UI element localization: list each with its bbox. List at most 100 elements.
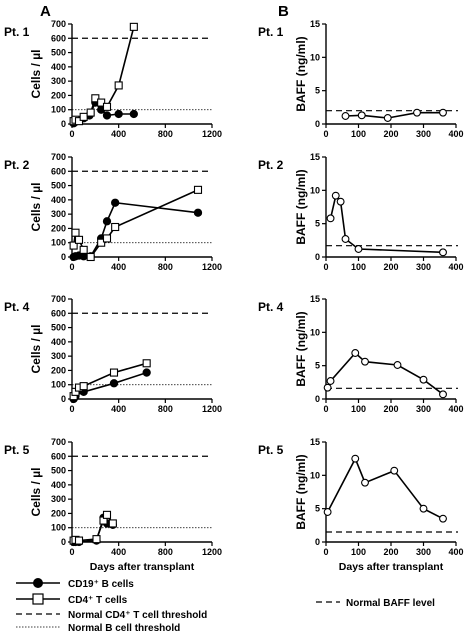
x-tick-label: 200	[383, 262, 398, 272]
x-tick-label: 400	[111, 129, 126, 139]
y-tick-label: 0	[61, 119, 66, 129]
y-tick-label: 300	[51, 351, 66, 361]
data-point-t-cells	[91, 94, 100, 103]
x-tick-label: 400	[111, 547, 126, 557]
x-axis-label: Days after transplant	[90, 561, 195, 573]
y-tick-label: 5	[315, 219, 320, 229]
y-tick-label: 500	[51, 466, 66, 476]
y-tick-label: 0	[315, 252, 320, 262]
y-tick-label: 5	[315, 86, 320, 96]
x-tick-label: 0	[323, 404, 328, 414]
x-tick-label: 0	[323, 129, 328, 139]
x-tick-label: 400	[111, 404, 126, 414]
y-tick-label: 100	[51, 105, 66, 115]
data-point-baff	[439, 248, 447, 257]
patient-label: Pt. 1	[4, 25, 30, 39]
y-tick-label: 15	[310, 19, 320, 29]
y-axis-label: BAFF (ng/ml)	[294, 454, 308, 529]
data-point-baff	[419, 504, 428, 513]
x-tick-label: 400	[448, 262, 463, 272]
series-line-t-cells	[72, 189, 199, 259]
panel-letter-b: B	[278, 3, 289, 20]
x-tick-label: 300	[416, 129, 431, 139]
x-tick-label: 100	[351, 262, 366, 272]
data-point-t-cells	[109, 368, 119, 377]
data-point-t-cells	[79, 245, 88, 254]
data-point-baff	[326, 214, 335, 223]
data-point-baff	[439, 390, 447, 399]
data-point-baff	[361, 478, 369, 487]
data-point-t-cells	[193, 185, 203, 194]
x-tick-label: 1200	[202, 404, 222, 414]
data-point-t-cells	[114, 81, 123, 90]
data-point-baff	[439, 514, 447, 523]
y-tick-label: 10	[310, 327, 320, 337]
data-point-t-cells	[97, 238, 106, 247]
data-point-baff	[341, 235, 350, 243]
y-tick-label: 0	[61, 394, 66, 404]
data-point-t-cells	[74, 235, 84, 244]
y-tick-label: 200	[51, 508, 66, 518]
series-line-baff	[329, 193, 444, 254]
data-point-b-cells	[114, 109, 123, 119]
y-tick-label: 10	[310, 470, 320, 480]
y-tick-label: 0	[315, 537, 320, 547]
data-point-b-cells	[111, 198, 120, 207]
data-point-baff	[323, 383, 332, 392]
data-point-b-cells	[102, 111, 112, 120]
data-point-baff	[331, 191, 340, 200]
data-point-t-cells	[74, 117, 84, 126]
y-tick-label: 600	[51, 308, 66, 318]
x-tick-label: 0	[69, 129, 74, 139]
x-tick-label: 0	[69, 404, 74, 414]
y-tick-label: 200	[51, 223, 66, 233]
y-axis-label: BAFF (ng/ml)	[294, 311, 308, 386]
y-tick-label: 700	[51, 19, 66, 29]
data-point-t-cells	[74, 536, 84, 545]
x-tick-label: 0	[323, 262, 328, 272]
x-tick-label: 0	[323, 547, 328, 557]
x-tick-label: 0	[69, 262, 74, 272]
y-tick-label: 400	[51, 337, 66, 347]
x-tick-label: 300	[416, 547, 431, 557]
data-point-baff	[439, 108, 447, 117]
legend-t-cells-marker	[32, 593, 44, 605]
y-tick-label: 10	[310, 185, 320, 195]
y-tick-label: 100	[51, 380, 66, 390]
y-tick-label: 0	[61, 537, 66, 547]
y-axis-label: Cells / µl	[29, 50, 43, 99]
x-tick-label: 400	[448, 547, 463, 557]
y-tick-label: 400	[51, 195, 66, 205]
patient-label: Pt. 1	[258, 25, 284, 39]
data-point-t-cells	[86, 108, 95, 117]
y-tick-label: 200	[51, 90, 66, 100]
data-point-t-cells	[79, 382, 88, 391]
data-point-baff	[393, 361, 402, 369]
patient-label: Pt. 2	[4, 158, 30, 172]
series-line-b-cells	[73, 201, 199, 258]
data-point-baff	[390, 466, 399, 475]
x-tick-label: 0	[69, 547, 74, 557]
plot-cells-pt1: Pt. 1 Cells / µl 0 100 200 300 400 500 600 700 0 40…	[4, 19, 222, 139]
y-tick-label: 100	[51, 238, 66, 248]
y-tick-label: 700	[51, 294, 66, 304]
y-axis-label: Cells / µl	[29, 325, 43, 374]
legend-cd4-threshold-label: Normal CD4⁺ T cell threshold	[68, 610, 207, 621]
data-point-b-cells	[129, 109, 138, 119]
x-tick-label: 400	[448, 404, 463, 414]
x-tick-label: 300	[416, 404, 431, 414]
y-tick-label: 600	[51, 33, 66, 43]
y-tick-label: 400	[51, 480, 66, 490]
y-tick-label: 15	[310, 437, 320, 447]
data-point-t-cells	[108, 519, 117, 528]
legend-baff-level-label: Normal BAFF level	[346, 598, 435, 609]
data-point-t-cells	[71, 228, 80, 237]
data-point-baff	[419, 375, 428, 384]
y-tick-label: 10	[310, 52, 320, 62]
y-axis-label: Cells / µl	[29, 183, 43, 232]
y-tick-label: 500	[51, 181, 66, 191]
data-point-t-cells	[97, 98, 106, 107]
x-tick-label: 200	[383, 547, 398, 557]
y-tick-label: 300	[51, 76, 66, 86]
y-tick-label: 600	[51, 166, 66, 176]
